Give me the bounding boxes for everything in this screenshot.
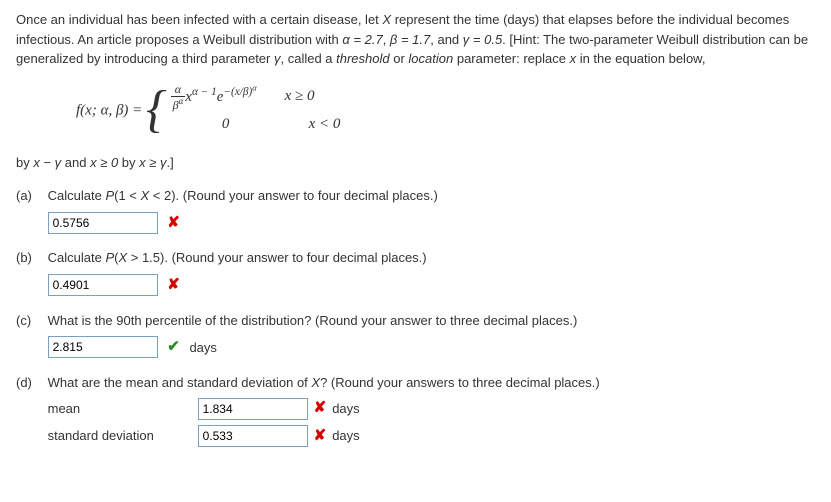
condition-1: x ≥ 0: [285, 85, 315, 108]
frac-den-exp: α: [179, 96, 184, 106]
part-label: (a): [16, 186, 44, 206]
condition-2: x < 0: [309, 113, 341, 136]
substitution-1: x − γ: [33, 155, 61, 170]
problem-statement: Once an individual has been infected wit…: [16, 10, 815, 69]
wrong-icon: ✘: [314, 397, 327, 420]
part-b: (b) Calculate P(X > 1.5). (Round your an…: [16, 248, 815, 296]
wrong-icon: ✘: [314, 425, 327, 448]
unit-days: days: [332, 426, 359, 446]
term-location: location: [408, 51, 453, 66]
frac-num: α: [171, 83, 186, 97]
part-a-question: Calculate P(1 < X < 2). (Round your answ…: [48, 188, 438, 203]
sd-input[interactable]: [198, 425, 308, 447]
exp2-sup: α: [252, 82, 256, 92]
variable-X: X: [382, 12, 391, 27]
part-label: (c): [16, 311, 44, 331]
func-lhs: f(x; α, β) =: [76, 102, 146, 118]
part-a-input[interactable]: [48, 212, 158, 234]
part-label: (d): [16, 373, 44, 393]
weibull-formula: f(x; α, β) = { α βα xα − 1e−(x/β)α x ≥ 0…: [76, 83, 815, 139]
part-b-question: Calculate P(X > 1.5). (Round your answer…: [48, 250, 427, 265]
unit-days: days: [332, 399, 359, 419]
closing-text: and: [61, 155, 90, 170]
hint-text: parameter: replace: [453, 51, 569, 66]
x-term: x: [185, 89, 192, 105]
part-b-input[interactable]: [48, 274, 158, 296]
unit-days: days: [189, 340, 216, 355]
sd-label: standard deviation: [48, 426, 198, 446]
part-c-question: What is the 90th percentile of the distr…: [48, 313, 578, 328]
part-d: (d) What are the mean and standard devia…: [16, 373, 815, 448]
intro-text: Once an individual has been infected wit…: [16, 12, 382, 27]
wrong-icon: ✘: [167, 274, 180, 297]
correct-icon: ✔: [167, 336, 180, 359]
sep: , and: [430, 32, 463, 47]
exp1: α − 1: [192, 86, 217, 98]
closing-text: by: [16, 155, 33, 170]
exp2: −(x/β): [223, 86, 252, 98]
substitution-3: x ≥ γ: [139, 155, 166, 170]
gamma-value: γ = 0.5: [463, 32, 502, 47]
part-d-question: What are the mean and standard deviation…: [48, 375, 600, 390]
closing-text: .]: [167, 155, 174, 170]
alpha-value: α = 2.7: [342, 32, 382, 47]
hint-text: in the equation below,: [576, 51, 705, 66]
mean-input[interactable]: [198, 398, 308, 420]
zero-value: 0: [171, 113, 281, 136]
substitution-2: x ≥ 0: [90, 155, 118, 170]
hint-text: , called a: [280, 51, 336, 66]
fraction: α βα: [171, 83, 186, 112]
mean-label: mean: [48, 399, 198, 419]
part-label: (b): [16, 248, 44, 268]
part-c: (c) What is the 90th percentile of the d…: [16, 311, 815, 359]
hint-text: or: [390, 51, 409, 66]
term-threshold: threshold: [336, 51, 389, 66]
wrong-icon: ✘: [167, 212, 180, 235]
part-c-input[interactable]: [48, 336, 158, 358]
beta-value: β = 1.7: [390, 32, 430, 47]
part-a: (a) Calculate P(1 < X < 2). (Round your …: [16, 186, 815, 234]
brace: {: [146, 87, 167, 134]
closing-hint: by x − γ and x ≥ 0 by x ≥ γ.]: [16, 153, 815, 173]
sep: ,: [383, 32, 390, 47]
closing-text: by: [118, 155, 139, 170]
